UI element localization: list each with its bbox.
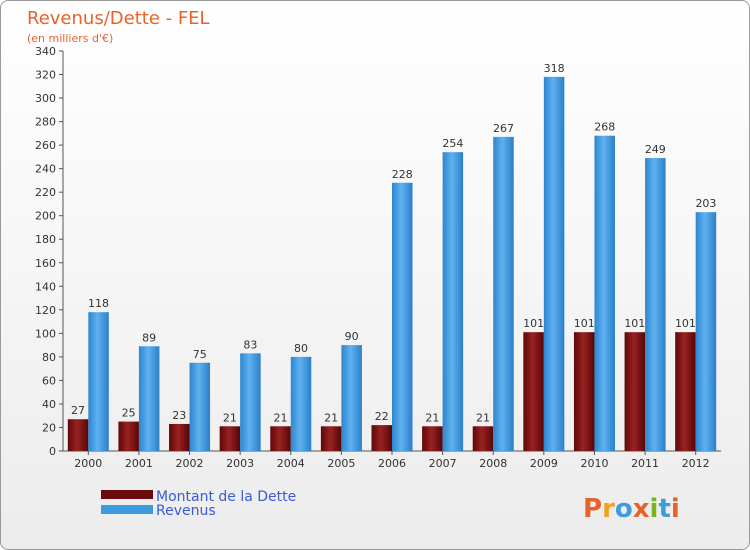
data-label: 90	[345, 330, 359, 343]
data-label: 101	[523, 317, 544, 330]
data-label: 318	[544, 62, 565, 75]
y-tick-label: 100	[35, 327, 56, 340]
bar-dette	[573, 332, 595, 451]
bar-dette	[67, 419, 89, 451]
y-tick-label: 80	[42, 351, 56, 364]
bar-dette	[320, 426, 342, 451]
data-label: 267	[493, 122, 514, 135]
y-tick-label: 60	[42, 374, 56, 387]
data-label: 249	[645, 143, 666, 156]
data-label: 80	[294, 342, 308, 355]
y-tick-label: 240	[35, 163, 56, 176]
data-label: 21	[476, 411, 490, 424]
bar-dette	[472, 426, 494, 451]
data-label: 101	[574, 317, 595, 330]
data-label: 22	[375, 410, 389, 423]
bar-revenus	[594, 135, 615, 452]
y-tick-label: 260	[35, 139, 56, 152]
bar-dette	[422, 426, 443, 451]
x-tick-label: 2000	[74, 457, 102, 470]
legend-swatch-debt	[101, 490, 153, 499]
y-tick-label: 220	[35, 186, 56, 199]
x-tick-label: 2007	[429, 457, 457, 470]
data-label: 21	[223, 411, 237, 424]
data-label: 21	[425, 411, 439, 424]
data-label: 83	[243, 338, 257, 351]
svg-text:Proxiti: Proxiti	[583, 494, 680, 524]
bar-revenus	[442, 152, 464, 452]
x-tick-label: 2002	[176, 457, 204, 470]
y-tick-label: 120	[35, 304, 56, 317]
x-tick-label: 2009	[530, 457, 558, 470]
bar-revenus	[645, 158, 666, 451]
bar-dette	[371, 425, 392, 451]
chart-title: Revenus/Dette - FEL	[27, 8, 210, 29]
bar-revenus	[290, 356, 312, 451]
y-tick-label: 160	[35, 257, 56, 270]
bar-revenus	[189, 362, 211, 451]
y-tick-label: 280	[35, 116, 56, 129]
data-label: 21	[274, 411, 288, 424]
x-tick-label: 2004	[277, 457, 305, 470]
x-tick-label: 2003	[226, 457, 254, 470]
data-label: 75	[193, 348, 207, 361]
bar-dette	[118, 421, 139, 451]
chart-subtitle: (en milliers d'€)	[27, 32, 113, 45]
bar-dette	[624, 332, 646, 451]
y-tick-label: 140	[35, 280, 56, 293]
data-label: 89	[142, 331, 156, 344]
legend-label-revenus: Revenus	[156, 503, 216, 519]
bar-dette	[219, 426, 241, 451]
proxiti-logo: Proxiti	[583, 494, 680, 524]
bar-revenus	[138, 346, 160, 451]
legend-swatch-revenus	[101, 505, 153, 514]
bar-dette	[270, 426, 291, 451]
bar-revenus	[695, 212, 717, 451]
y-tick-label: 340	[35, 45, 56, 58]
data-label: 101	[675, 317, 696, 330]
plot-area: 0 20 40 60 80 100 120 140 160 180 200 220 240 260 280 3…	[35, 45, 721, 470]
x-tick-label: 2006	[378, 457, 406, 470]
y-tick-label: 40	[42, 398, 56, 411]
data-label: 268	[594, 121, 615, 134]
data-label: 25	[122, 407, 136, 420]
bar-revenus	[88, 312, 109, 451]
data-label: 203	[695, 197, 716, 210]
data-label: 228	[392, 168, 413, 181]
data-label: 23	[172, 409, 186, 422]
y-tick-label: 180	[35, 233, 56, 246]
x-tick-label: 2011	[631, 457, 659, 470]
data-label: 254	[442, 137, 463, 150]
x-tick-label: 2010	[580, 457, 608, 470]
x-tick-label: 2008	[479, 457, 507, 470]
x-tick-label: 2012	[682, 457, 710, 470]
bar-revenus	[341, 345, 362, 451]
data-label: 101	[624, 317, 645, 330]
bar-revenus	[543, 76, 565, 451]
legend-label-debt: Montant de la Dette	[156, 489, 296, 505]
bar-revenus	[240, 353, 261, 451]
y-tick-label: 320	[35, 69, 56, 82]
y-tick-label: 200	[35, 210, 56, 223]
bar-revenus	[392, 182, 413, 451]
data-label: 27	[71, 404, 85, 417]
bar-dette	[169, 423, 190, 451]
x-tick-label: 2001	[125, 457, 153, 470]
y-tick-label: 300	[35, 92, 56, 105]
data-label: 118	[88, 297, 109, 310]
y-tick-label: 0	[49, 445, 56, 458]
bar-dette	[675, 332, 696, 451]
x-tick-label: 2005	[327, 457, 355, 470]
bar-revenus	[493, 136, 514, 451]
y-tick-label: 20	[42, 421, 56, 434]
legend: Montant de la Dette Revenus	[101, 489, 296, 519]
bar-dette	[523, 332, 544, 451]
data-label: 21	[324, 411, 338, 424]
